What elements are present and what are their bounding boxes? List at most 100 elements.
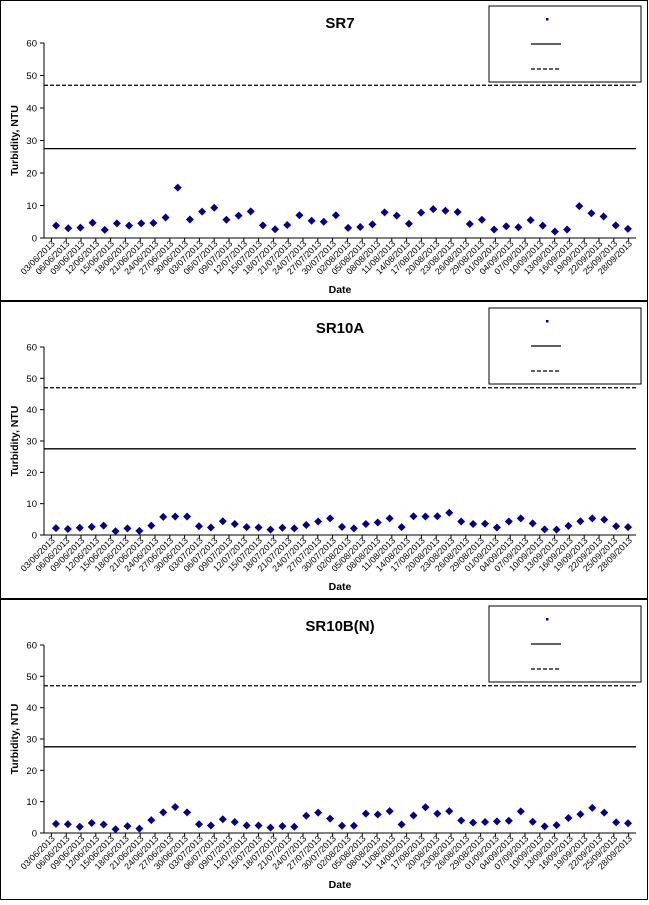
data-point (540, 822, 549, 831)
data-point (600, 808, 609, 817)
data-point (380, 208, 389, 217)
y-tick-label: 60 (26, 641, 37, 652)
data-point (112, 219, 121, 228)
data-point (421, 512, 430, 521)
y-tick-label: 30 (26, 735, 37, 746)
data-point (490, 225, 499, 234)
data-point (258, 221, 267, 230)
data-point (198, 207, 207, 216)
data-point (326, 514, 335, 523)
data-point (441, 206, 450, 215)
data-point (331, 211, 340, 220)
data-point (373, 810, 382, 819)
y-tick-label: 20 (26, 169, 37, 180)
data-point (326, 814, 335, 823)
y-tick-label: 40 (26, 104, 37, 115)
data-point (492, 817, 501, 826)
data-point (361, 809, 370, 818)
data-point (87, 522, 96, 531)
data-point (550, 227, 559, 236)
data-point (611, 221, 620, 230)
data-point (171, 802, 180, 811)
y-tick-label: 0 (32, 234, 37, 245)
data-point (502, 222, 511, 231)
y-tick-label: 60 (26, 39, 37, 50)
data-point (210, 203, 219, 212)
data-point (99, 820, 108, 829)
data-point (173, 183, 182, 192)
data-point (283, 221, 292, 229)
y-tick-label: 50 (26, 71, 37, 82)
data-point (368, 220, 377, 229)
data-point (185, 215, 194, 224)
data-point (457, 517, 466, 526)
data-point (111, 527, 120, 536)
data-point (194, 522, 203, 531)
data-point (171, 512, 180, 521)
data-point (123, 822, 132, 831)
data-point (206, 523, 215, 532)
data-point (230, 520, 239, 529)
y-axis-label: Turbidity, NTU (9, 704, 21, 775)
data-point (161, 213, 170, 222)
data-point (159, 512, 168, 521)
data-point (278, 822, 287, 831)
data-point (504, 517, 513, 526)
y-tick-label: 10 (26, 201, 37, 212)
data-point (445, 508, 454, 517)
data-point (528, 817, 537, 826)
data-point (290, 822, 299, 831)
data-point (563, 225, 572, 234)
data-point (528, 519, 537, 528)
data-point (338, 821, 346, 830)
data-point (600, 515, 609, 524)
y-tick-label: 30 (26, 136, 37, 147)
data-point (230, 818, 239, 827)
x-axis-label: Date (329, 879, 352, 891)
data-point (453, 208, 462, 216)
data-point (409, 811, 418, 820)
data-point (516, 807, 525, 816)
data-point (218, 815, 227, 824)
y-tick-label: 50 (26, 672, 37, 683)
data-point (361, 520, 370, 529)
data-point (397, 523, 406, 532)
data-point (492, 523, 501, 532)
data-point (222, 215, 231, 224)
data-point (242, 523, 251, 532)
data-point (552, 525, 561, 534)
data-point (63, 525, 72, 534)
data-point (302, 520, 311, 529)
data-point (588, 514, 597, 523)
data-point (564, 521, 573, 530)
y-axis-label: Turbidity, NTU (9, 406, 21, 477)
data-point (623, 224, 632, 233)
data-point (63, 820, 72, 829)
data-point (278, 523, 287, 532)
data-point (469, 520, 478, 529)
data-point (356, 222, 365, 231)
y-tick-label: 50 (26, 374, 37, 385)
data-point (504, 816, 513, 825)
data-point (302, 811, 311, 820)
data-point (338, 522, 346, 531)
data-point (314, 808, 323, 817)
y-axis-label: Turbidity, NTU (9, 105, 21, 176)
data-point (612, 522, 621, 531)
data-point (76, 223, 85, 232)
data-point (137, 219, 146, 228)
data-point (429, 205, 438, 214)
data-point (465, 220, 474, 229)
y-tick-label: 30 (26, 437, 37, 448)
data-point (147, 521, 156, 530)
data-point (445, 807, 454, 816)
data-point (147, 816, 156, 825)
data-point (349, 821, 358, 830)
data-point (194, 820, 203, 829)
legend-box (488, 605, 642, 683)
y-tick-label: 10 (26, 499, 37, 510)
data-point (624, 819, 633, 828)
data-point (481, 818, 490, 827)
